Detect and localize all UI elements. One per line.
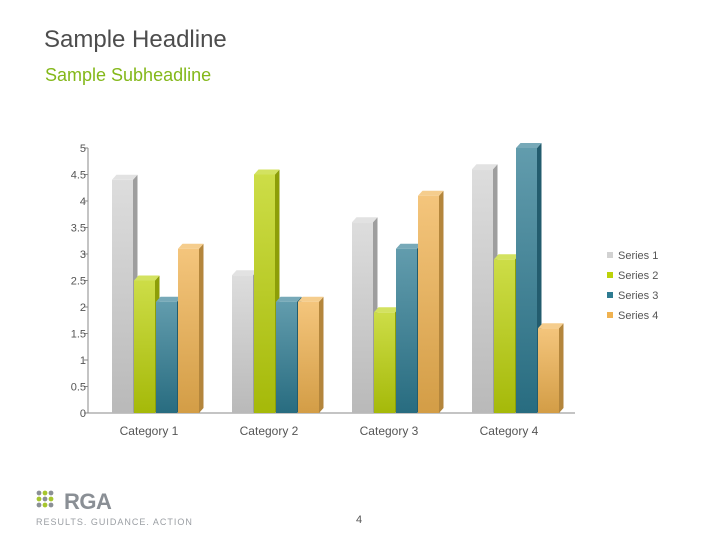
bar [396, 243, 422, 413]
legend-label: Series 2 [618, 270, 658, 282]
bar-front [112, 179, 133, 413]
y-tick-label: 4 [80, 196, 86, 208]
bar-side [439, 190, 444, 413]
bar [298, 296, 324, 413]
legend-label: Series 1 [618, 250, 658, 262]
bar [276, 296, 302, 413]
bar-front [494, 259, 515, 413]
y-tick-label: 1 [80, 355, 86, 367]
bar-front [472, 169, 493, 413]
legend-swatch [607, 292, 613, 298]
bar-top [494, 254, 520, 260]
legend-swatch [607, 252, 613, 258]
bar [254, 169, 280, 413]
bar-top [134, 275, 160, 281]
legend-label: Series 4 [618, 310, 658, 322]
bar [374, 307, 400, 413]
y-tick-label: 4.5 [71, 170, 86, 182]
y-tick-label: 2.5 [71, 276, 86, 288]
bar-front [538, 328, 559, 413]
bar [472, 164, 498, 413]
y-tick-label: 1.5 [71, 329, 86, 341]
bar [352, 217, 378, 413]
bar-top [374, 307, 400, 313]
bar-front [352, 222, 373, 413]
bar-front [374, 312, 395, 413]
headline: Sample Headline [44, 26, 227, 53]
bar-top [396, 243, 422, 249]
bar [112, 174, 138, 413]
legend-label: Series 3 [618, 290, 658, 302]
bar-top [516, 143, 542, 148]
bar-top [112, 174, 138, 180]
rga-logo-icon [36, 490, 54, 508]
bar [134, 275, 160, 413]
legend-swatch [607, 272, 613, 278]
bar-front [254, 174, 275, 413]
bar-front [156, 301, 177, 413]
bar-top [178, 243, 204, 249]
category-label: Category 1 [120, 424, 179, 438]
y-tick-label: 3.5 [71, 223, 86, 235]
bar-top [276, 296, 302, 302]
category-label: Category 2 [240, 424, 299, 438]
category-label: Category 4 [480, 424, 539, 438]
bar-top [472, 164, 498, 170]
y-tick-label: 2 [80, 302, 86, 314]
y-tick-label: 0 [80, 408, 86, 420]
bar-side [559, 323, 564, 413]
bar-side [199, 243, 204, 413]
bar-top [156, 296, 182, 302]
bar-front [276, 301, 297, 413]
bar-front [134, 280, 155, 413]
legend: Series 1 Series 2 Series 3 Series 4 [607, 250, 658, 322]
bar [418, 190, 444, 413]
bar-front [232, 275, 253, 413]
y-axis: 0 0.5 1 1.5 2 2.5 3 3.5 4 4.5 5 [71, 143, 575, 420]
bar [538, 323, 564, 413]
y-tick-label: 5 [80, 143, 86, 155]
legend-swatch [607, 312, 613, 318]
tagline: RESULTS. GUIDANCE. ACTION [36, 517, 193, 527]
bar [516, 143, 542, 413]
category-labels: Category 1 Category 2 Category 3 Category 4 [120, 424, 539, 438]
bar-top [254, 169, 280, 175]
bar-front [516, 148, 537, 413]
bar-top [418, 190, 444, 196]
bar-top [538, 323, 564, 329]
bar-front [396, 248, 417, 413]
bars [112, 143, 564, 413]
bar [178, 243, 204, 413]
category-label: Category 3 [360, 424, 419, 438]
bar-front [298, 301, 319, 413]
bar [156, 296, 182, 413]
bar-front [418, 195, 439, 413]
bar-side [319, 296, 324, 413]
bar-top [298, 296, 324, 302]
bar [494, 254, 520, 413]
page-number: 4 [356, 514, 363, 526]
bar-top [352, 217, 378, 223]
y-tick-label: 0.5 [71, 382, 86, 394]
bar [232, 270, 258, 413]
y-tick-label: 3 [80, 249, 86, 261]
bar-front [178, 248, 199, 413]
logo-text: RGA [64, 489, 112, 514]
subheadline: Sample Subheadline [45, 65, 212, 85]
bar-top [232, 270, 258, 276]
